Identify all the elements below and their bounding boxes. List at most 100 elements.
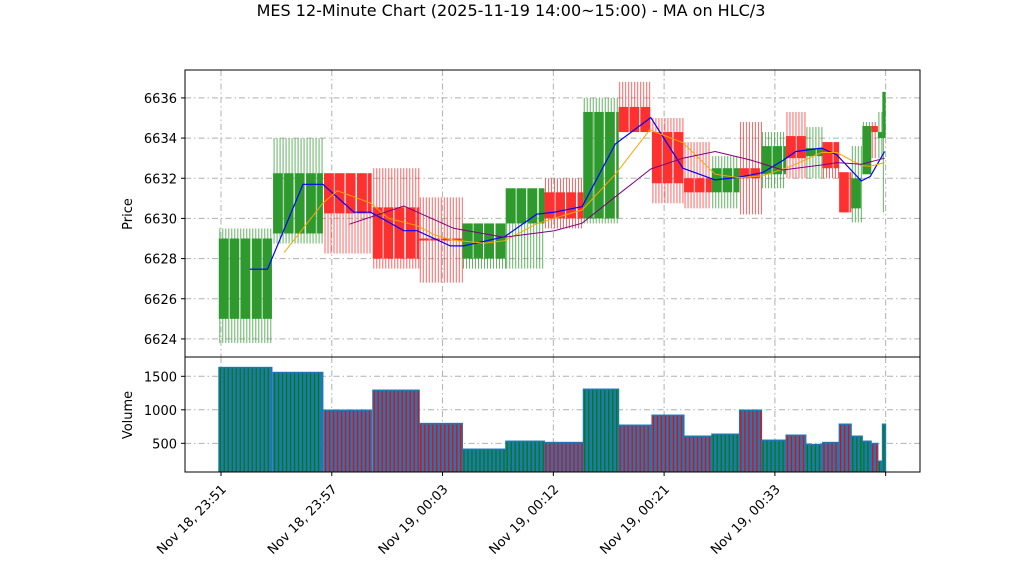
volume-bar-fill: [877, 460, 883, 473]
candle: [871, 122, 878, 159]
candle-body: [851, 178, 861, 209]
candle-body: [544, 192, 554, 219]
candle: [761, 132, 786, 189]
price-candles: [218, 81, 886, 343]
volume-bar: [543, 441, 584, 473]
volume-bar: [418, 422, 463, 473]
candle-body: [722, 168, 733, 193]
volume-bar: [272, 371, 324, 473]
candle-body: [284, 173, 294, 234]
candle: [324, 173, 372, 254]
candle-body: [462, 223, 472, 259]
volume-bar: [582, 388, 620, 473]
volume-bar: [838, 423, 852, 473]
candle-body: [383, 207, 394, 259]
candle-body: [761, 146, 772, 175]
candle-body: [335, 173, 345, 214]
candle: [462, 223, 506, 269]
candle-body: [566, 192, 576, 219]
candle: [877, 111, 883, 159]
candle-body: [750, 168, 760, 179]
chart-title: MES 12-Minute Chart (2025-11-19 14:00~15…: [257, 1, 766, 20]
volume-tick-label: 1000: [144, 404, 177, 419]
candle: [544, 178, 584, 229]
volume-bar: [861, 440, 872, 473]
candle-body: [783, 146, 786, 175]
candle: [822, 142, 840, 179]
candle-body: [695, 178, 705, 193]
volume-tick-label: 500: [152, 437, 177, 452]
ma_fast-line: [249, 116, 886, 270]
candle-body: [372, 207, 383, 259]
candle: [739, 122, 762, 215]
price-tick-label: 6626: [144, 293, 177, 308]
candle-body: [839, 172, 849, 213]
candle-body: [357, 173, 367, 214]
volume-bar-fill: [738, 409, 763, 473]
candle-body: [616, 111, 619, 219]
candle-body: [816, 148, 823, 157]
volume-panel-frame: [184, 356, 921, 473]
candle-body: [577, 192, 584, 219]
candle-body: [805, 148, 816, 157]
volume-bar: [461, 448, 507, 473]
volume-bar: [870, 442, 879, 473]
candle-body: [651, 132, 662, 184]
volume-bar: [761, 439, 787, 473]
volume-bar: [651, 414, 685, 473]
volume-bar: [881, 423, 887, 473]
price-tick-label: 6628: [144, 253, 177, 268]
volume-bar: [850, 435, 863, 473]
candle-body: [346, 173, 356, 214]
volume-bar: [711, 433, 740, 473]
volume-bar-fill: [543, 441, 584, 473]
candle-body: [452, 238, 462, 241]
volume-bar: [505, 440, 545, 473]
x-tick-label: Nov 19, 00:33: [708, 482, 784, 558]
candle-body: [527, 188, 538, 224]
moving-average-lines: [249, 116, 886, 270]
candle: [372, 168, 420, 269]
ma_mid-line: [283, 129, 885, 253]
candle-body: [640, 106, 651, 133]
volume-bar-fill: [505, 440, 545, 473]
candle-body: [605, 111, 615, 219]
price-tick-label: 6632: [144, 172, 177, 187]
volume-bars: [218, 366, 887, 473]
candle: [273, 138, 323, 244]
volume-bar: [822, 441, 840, 473]
x-tick-label: Nov 19, 00:12: [487, 482, 563, 558]
candle-body: [877, 132, 883, 139]
volume-bar: [618, 424, 653, 473]
candle: [805, 127, 823, 179]
candle-body: [555, 192, 565, 219]
candle-body: [473, 223, 483, 259]
volume-bar: [683, 435, 713, 473]
candle-body: [306, 173, 316, 234]
candle-body: [796, 136, 806, 159]
price-tick-label: 6636: [144, 92, 177, 107]
candle-body: [785, 136, 796, 159]
candle-body: [850, 172, 852, 213]
candle-body: [733, 168, 740, 193]
candle-body: [583, 111, 593, 219]
candle-body: [739, 168, 749, 179]
candle-body: [240, 238, 251, 319]
candle-body: [684, 178, 694, 193]
candle-body: [394, 207, 405, 259]
candle-body: [882, 91, 886, 139]
candle-body: [273, 173, 283, 234]
candle: [882, 91, 886, 213]
volume-tick-label: 1500: [144, 370, 177, 385]
candle-body: [368, 173, 372, 214]
candle-body: [484, 223, 494, 259]
volume-bar-fill: [323, 409, 373, 473]
ma_slow-line: [349, 150, 885, 238]
candle-body: [317, 173, 323, 234]
price-tick-label: 6630: [144, 212, 177, 227]
candle-body: [594, 111, 604, 219]
candle-body: [505, 188, 516, 224]
candle: [711, 156, 740, 209]
candle-body: [706, 178, 712, 193]
volume-bar: [785, 434, 807, 473]
